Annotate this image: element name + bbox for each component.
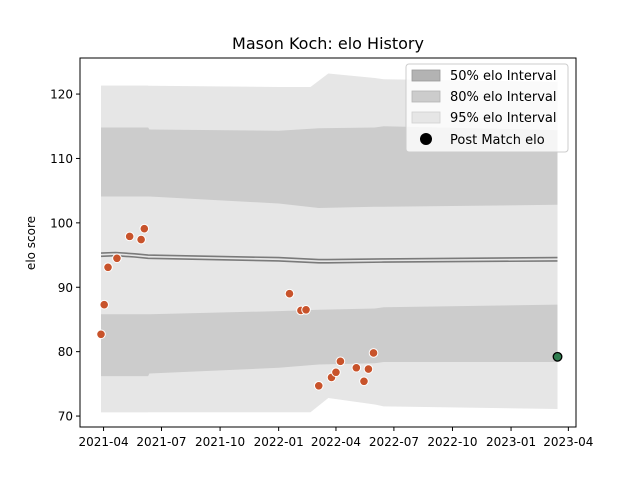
rating-upper-line bbox=[100, 251, 558, 261]
post-match-elo-point bbox=[335, 356, 346, 367]
rating-center-lines bbox=[100, 251, 558, 264]
x-axis-ticks: 2021-04 2021-07 2021-10 2022-01 2022-04 2022-… bbox=[78, 427, 593, 449]
post-match-elo-point bbox=[96, 329, 106, 340]
post-match-elo-point bbox=[124, 231, 135, 242]
x-tick-label: 2022-01 bbox=[254, 435, 304, 449]
legend-swatch-50 bbox=[411, 69, 441, 82]
post-match-elo-point bbox=[136, 234, 146, 245]
x-tick-label: 2023-04 bbox=[543, 435, 593, 449]
x-tick-label: 2021-07 bbox=[136, 435, 186, 449]
x-tick-label: 2023-01 bbox=[486, 435, 536, 449]
y-tick-label: 70 bbox=[58, 410, 73, 424]
interval-bands bbox=[101, 73, 558, 413]
legend-swatch-80 bbox=[411, 90, 441, 103]
legend-label-95: 95% elo Interval bbox=[450, 111, 557, 126]
chart-title: Mason Koch: elo History bbox=[232, 34, 424, 53]
match-points bbox=[96, 223, 563, 391]
y-tick-label: 120 bbox=[50, 88, 73, 102]
legend-marker-post-match bbox=[420, 133, 432, 145]
post-match-elo-point bbox=[112, 253, 122, 264]
rating-lower-line bbox=[100, 254, 558, 264]
x-tick-label: 2022-04 bbox=[311, 435, 361, 449]
post-match-elo-point bbox=[313, 380, 324, 391]
post-match-elo-point bbox=[363, 364, 374, 374]
y-axis-ticks: 70 80 90 100 110 120 bbox=[50, 88, 80, 424]
legend-label-80: 80% elo Interval bbox=[450, 90, 557, 105]
post-match-elo-point bbox=[139, 223, 150, 234]
post-match-elo-point bbox=[99, 299, 109, 310]
legend-swatch-95 bbox=[411, 111, 441, 124]
legend: 50% elo Interval 80% elo Interval 95% el… bbox=[405, 63, 569, 153]
latest-elo-point bbox=[552, 351, 563, 362]
post-match-elo-point bbox=[368, 348, 379, 358]
y-tick-label: 80 bbox=[58, 345, 73, 359]
y-axis-label: elo score bbox=[24, 216, 38, 270]
post-match-elo-point bbox=[284, 288, 295, 299]
y-tick-label: 90 bbox=[58, 281, 73, 295]
post-match-elo-point bbox=[103, 262, 113, 273]
x-tick-label: 2021-04 bbox=[78, 435, 128, 449]
legend-label-50: 50% elo Interval bbox=[450, 69, 557, 84]
post-match-elo-point bbox=[331, 367, 341, 378]
legend-box bbox=[405, 63, 569, 153]
post-match-elo-point bbox=[359, 376, 369, 387]
post-match-elo-point bbox=[351, 362, 362, 373]
x-tick-label: 2021-10 bbox=[195, 435, 245, 449]
post-match-elo-point bbox=[301, 304, 311, 315]
legend-label-post-match: Post Match elo bbox=[450, 133, 545, 148]
x-tick-label: 2022-10 bbox=[427, 435, 477, 449]
y-tick-label: 110 bbox=[50, 152, 73, 166]
y-tick-label: 100 bbox=[50, 216, 73, 230]
plot-frame bbox=[79, 57, 577, 428]
x-tick-label: 2022-07 bbox=[369, 435, 419, 449]
band-80-2 bbox=[101, 304, 558, 377]
